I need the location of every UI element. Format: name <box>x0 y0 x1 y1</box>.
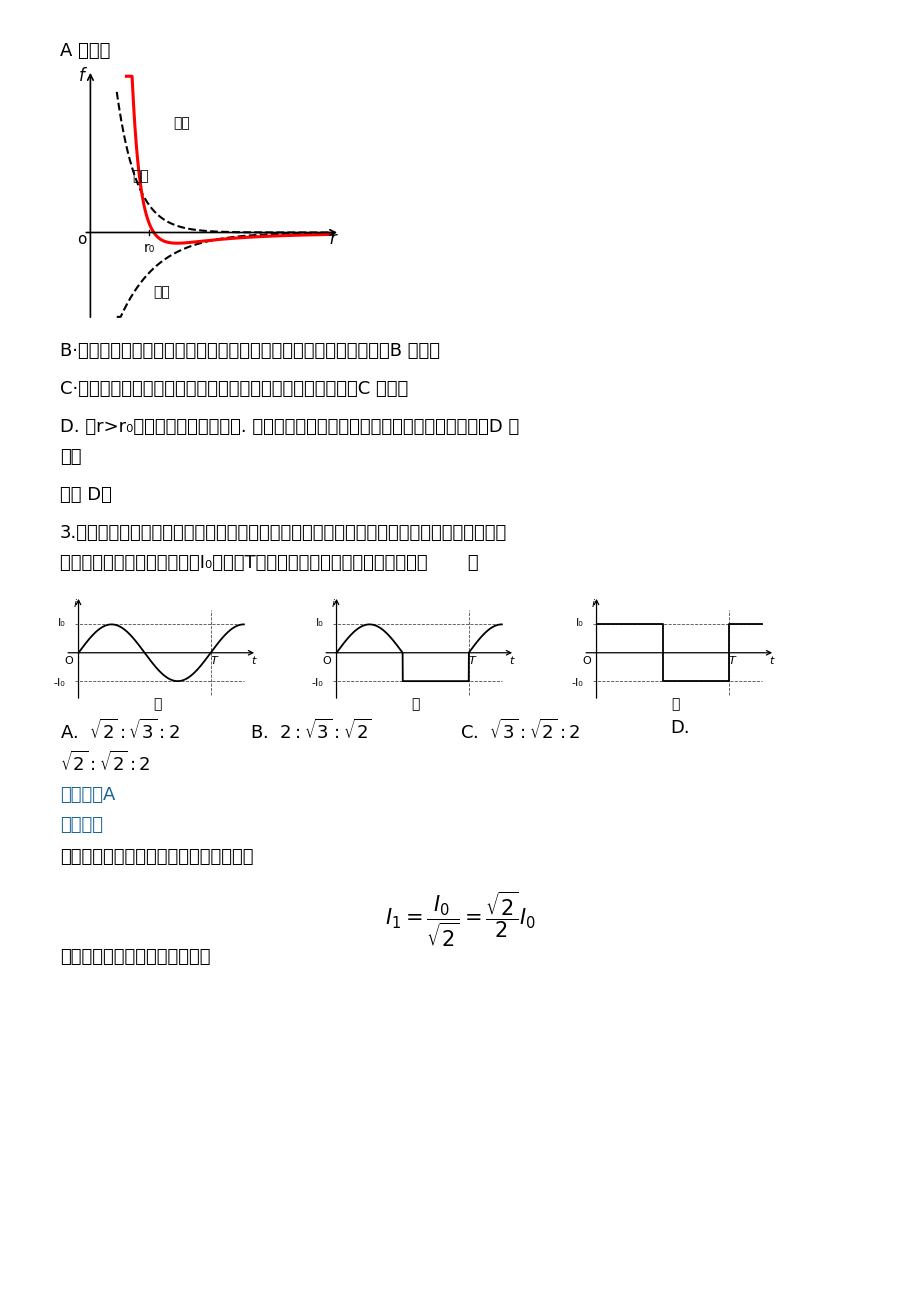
Text: t: t <box>768 656 773 667</box>
Text: D.: D. <box>669 719 689 737</box>
Text: O: O <box>64 656 73 667</box>
Text: 图乙：根据电流的热效应，有：: 图乙：根据电流的热效应，有： <box>60 948 210 966</box>
Text: I₀: I₀ <box>575 618 583 628</box>
Text: 【解析】: 【解析】 <box>60 816 103 835</box>
Text: B·给自行车打气时气筒压下后反弹，是由活塞上下的压强差造成的，B 错误；: B·给自行车打气时气筒压下后反弹，是由活塞上下的压强差造成的，B 错误； <box>60 342 439 359</box>
Text: i: i <box>74 599 76 609</box>
Text: C·用显微镜观察布朗运动，观察到的是小颗粒的无规则运动，C 错误；: C·用显微镜观察布朗运动，观察到的是小颗粒的无规则运动，C 错误； <box>60 380 408 398</box>
Text: A.  $\sqrt{2}:\sqrt{3}:2$: A. $\sqrt{2}:\sqrt{3}:2$ <box>60 719 180 743</box>
Text: T: T <box>468 656 475 667</box>
Text: O: O <box>582 656 590 667</box>
Text: B.  $2:\sqrt{3}:\sqrt{2}$: B. $2:\sqrt{3}:\sqrt{2}$ <box>250 719 371 743</box>
Text: -I₀: -I₀ <box>53 677 65 687</box>
Text: O: O <box>322 656 331 667</box>
Text: 【答案】A: 【答案】A <box>60 786 115 805</box>
Text: I₀: I₀ <box>315 618 323 628</box>
Text: 乙: 乙 <box>411 698 420 712</box>
Text: 为方波式交流电，三个图中的I₀和周期T相同。三种交流电的有效值之比为（       ）: 为方波式交流电，三个图中的I₀和周期T相同。三种交流电的有效值之比为（ ） <box>60 553 478 572</box>
Text: T: T <box>728 656 734 667</box>
Text: 3.如图所示，甲图为正弦式交流电，乙图正值部分按正弦规律变化，负值部分电流恒定，丙图: 3.如图所示，甲图为正弦式交流电，乙图正值部分按正弦规律变化，负值部分电流恒定，… <box>60 523 506 542</box>
Text: 【详解】图甲是正弦交流电，有效值为：: 【详解】图甲是正弦交流电，有效值为： <box>60 848 254 866</box>
Text: 斥力: 斥力 <box>174 116 190 130</box>
Text: r₀: r₀ <box>143 241 154 255</box>
Text: t: t <box>509 656 514 667</box>
Text: i: i <box>331 599 335 609</box>
Text: 甲: 甲 <box>153 698 162 712</box>
Text: -I₀: -I₀ <box>571 677 583 687</box>
Text: 丙: 丙 <box>671 698 679 712</box>
Text: D. 当r>r₀，分子力表现为引力时. 分子距离增大时，分子力做负功，分子势能增大，D 正: D. 当r>r₀，分子力表现为引力时. 分子距离增大时，分子力做负功，分子势能增… <box>60 418 518 436</box>
Text: f: f <box>79 68 85 85</box>
Text: $\sqrt{2}:\sqrt{2}:2$: $\sqrt{2}:\sqrt{2}:2$ <box>60 751 151 775</box>
Text: $I_1 = \dfrac{I_0}{\sqrt{2}} = \dfrac{\sqrt{2}}{2}I_0$: $I_1 = \dfrac{I_0}{\sqrt{2}} = \dfrac{\s… <box>384 891 535 949</box>
Text: i: i <box>591 599 595 609</box>
Text: t: t <box>251 656 255 667</box>
Text: -I₀: -I₀ <box>312 677 323 687</box>
Text: I₀: I₀ <box>58 618 65 628</box>
Text: T: T <box>210 656 217 667</box>
Text: A 错误：: A 错误： <box>60 42 110 60</box>
Text: o: o <box>76 232 86 247</box>
Text: C.  $\sqrt{3}:\sqrt{2}:2$: C. $\sqrt{3}:\sqrt{2}:2$ <box>460 719 580 743</box>
Text: 故选 D。: 故选 D。 <box>60 486 112 504</box>
Text: 合力: 合力 <box>131 169 149 184</box>
Text: 确；: 确； <box>60 448 82 466</box>
Text: r: r <box>329 230 336 249</box>
Text: 引力: 引力 <box>153 285 169 299</box>
